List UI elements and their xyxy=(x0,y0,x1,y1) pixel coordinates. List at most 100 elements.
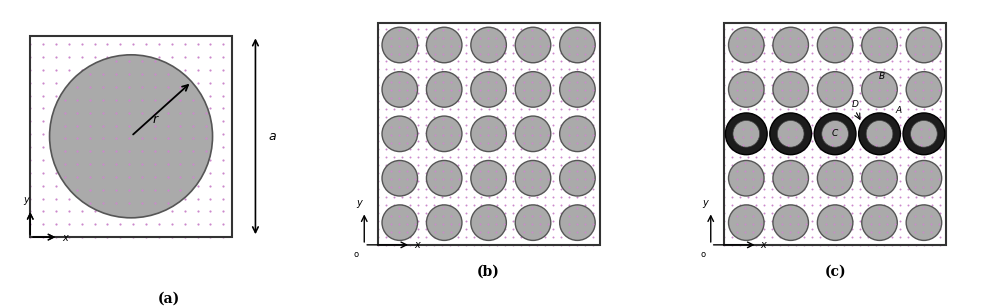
Point xyxy=(716,83,732,88)
Point xyxy=(473,99,489,103)
Point xyxy=(915,213,931,218)
Point xyxy=(923,229,939,234)
Point xyxy=(172,136,188,141)
Point xyxy=(74,158,90,162)
Point xyxy=(569,122,585,127)
Point xyxy=(513,106,529,111)
Point xyxy=(852,234,868,239)
Point xyxy=(834,96,850,101)
Point xyxy=(399,213,415,218)
Point xyxy=(863,88,879,93)
Point xyxy=(489,147,505,151)
Point xyxy=(48,54,64,59)
Point xyxy=(834,35,850,40)
Point xyxy=(516,51,532,56)
Point xyxy=(780,211,796,215)
Point xyxy=(913,126,929,131)
Point xyxy=(868,218,884,223)
Point xyxy=(828,218,844,223)
Point xyxy=(745,88,761,93)
Point xyxy=(569,51,585,56)
Point xyxy=(871,229,887,234)
Point xyxy=(828,27,844,32)
Point xyxy=(782,88,798,93)
Point xyxy=(756,75,772,80)
Point xyxy=(537,91,553,95)
Point xyxy=(931,221,947,226)
Point xyxy=(529,130,545,135)
Point xyxy=(788,242,804,247)
Point xyxy=(48,132,64,136)
Point xyxy=(215,80,231,85)
Point xyxy=(177,93,193,98)
Point xyxy=(798,221,814,226)
Point xyxy=(442,83,458,88)
Point xyxy=(892,58,908,63)
Point xyxy=(442,122,458,127)
Point xyxy=(82,200,98,205)
Point xyxy=(151,67,167,72)
Circle shape xyxy=(729,160,764,196)
Point xyxy=(834,185,850,190)
Point xyxy=(820,155,836,159)
Point xyxy=(884,35,900,39)
Point xyxy=(458,242,474,247)
Point xyxy=(860,99,876,103)
Point xyxy=(732,35,748,39)
Point xyxy=(524,43,540,48)
Point xyxy=(820,27,836,32)
Point xyxy=(418,91,434,95)
Point xyxy=(524,80,540,85)
Point xyxy=(908,211,924,215)
Point xyxy=(190,196,206,201)
Point xyxy=(788,130,804,135)
Point xyxy=(215,54,231,59)
Point xyxy=(796,130,812,135)
Point xyxy=(756,122,772,127)
Point xyxy=(489,218,505,223)
Point xyxy=(788,114,804,119)
Point xyxy=(121,149,137,154)
Point xyxy=(924,218,940,223)
Point xyxy=(134,123,150,128)
Point xyxy=(772,186,788,191)
Point xyxy=(394,58,410,63)
Point xyxy=(472,185,488,190)
Point xyxy=(561,50,577,55)
Point xyxy=(410,66,426,71)
Point xyxy=(529,186,545,191)
Point xyxy=(577,66,593,71)
Point xyxy=(860,178,876,183)
Point xyxy=(489,66,505,71)
Point xyxy=(908,50,924,55)
Point xyxy=(804,218,820,223)
Point xyxy=(160,110,176,115)
Point xyxy=(82,123,98,128)
Point xyxy=(138,196,154,201)
Point xyxy=(561,96,577,101)
Point xyxy=(402,226,418,231)
Point xyxy=(908,27,924,32)
Point xyxy=(892,27,908,32)
Point xyxy=(378,226,394,231)
Point xyxy=(435,229,451,234)
Point xyxy=(513,211,529,215)
Point xyxy=(900,66,916,71)
Point xyxy=(876,91,892,95)
Point xyxy=(804,83,820,88)
Point xyxy=(402,50,418,55)
Point xyxy=(442,147,458,151)
Point xyxy=(788,203,804,207)
Point xyxy=(834,51,850,56)
Point xyxy=(488,124,504,129)
Point xyxy=(804,99,820,103)
Point xyxy=(442,162,458,167)
Point xyxy=(844,35,860,39)
Point xyxy=(780,162,796,167)
Point xyxy=(924,226,940,231)
Point xyxy=(740,58,756,63)
Point xyxy=(818,80,834,85)
Text: y: y xyxy=(23,195,29,205)
Point xyxy=(876,135,892,140)
Point xyxy=(450,139,466,144)
